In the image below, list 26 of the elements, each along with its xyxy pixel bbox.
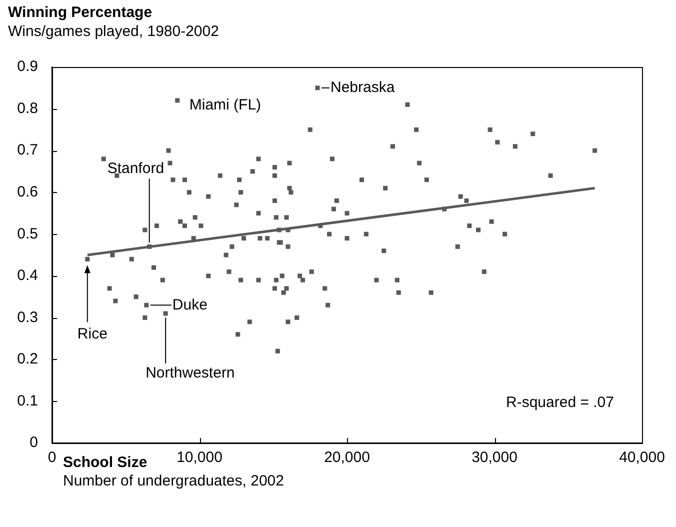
annotation: Rice — [77, 325, 108, 342]
annotation: Duke — [172, 296, 208, 314]
y-tick-label: 0 — [30, 434, 38, 452]
y-tick-label: 0.8 — [17, 100, 38, 117]
x-axis-title: School Size — [63, 454, 148, 471]
x-tick-label: 0 — [48, 449, 56, 466]
x-tick-label: 10,000 — [176, 449, 222, 466]
x-tick-label: 40,000 — [619, 449, 665, 466]
chart-title: Winning Percentage — [8, 4, 152, 21]
y-tick-label: 0.2 — [17, 350, 38, 368]
annotation: R-squared = .07 — [506, 394, 614, 412]
text: Number of undergraduates, 2002 — [63, 472, 284, 490]
annotation: Miami (FL) — [189, 96, 262, 114]
annotation: Northwestern — [146, 364, 235, 382]
y-tick-label: 0.4 — [17, 267, 38, 284]
x-tick-label: 20,000 — [324, 449, 370, 466]
annotation: Stanford — [107, 160, 164, 177]
x-tick-label: 30,000 — [472, 449, 518, 466]
y-tick-label: 0.7 — [17, 142, 38, 159]
y-tick-label: 0.9 — [17, 58, 38, 76]
y-tick-label: 0.5 — [17, 225, 38, 242]
chart-subtitle: Wins/games played, 1980-2002 — [8, 23, 219, 40]
y-tick-label: 0.3 — [17, 308, 38, 326]
y-tick-label: 0.1 — [17, 392, 38, 410]
y-tick-label: 0.6 — [17, 183, 38, 200]
annotation: Nebraska — [330, 79, 396, 96]
